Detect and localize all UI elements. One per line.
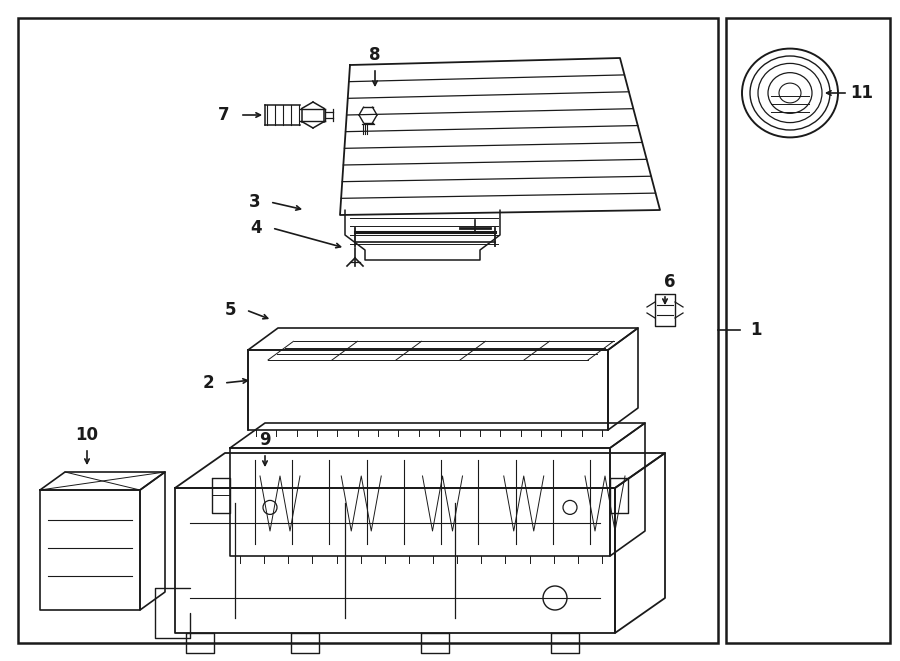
Text: 6: 6 <box>664 273 676 291</box>
Bar <box>18 18 718 643</box>
Text: 11: 11 <box>850 84 874 102</box>
Text: 9: 9 <box>259 431 271 449</box>
Text: 1: 1 <box>751 321 761 339</box>
Text: 8: 8 <box>369 46 381 64</box>
Text: 7: 7 <box>218 106 230 124</box>
Text: 10: 10 <box>76 426 98 444</box>
Text: 2: 2 <box>202 374 214 392</box>
Bar <box>726 18 890 643</box>
Text: 5: 5 <box>224 301 236 319</box>
Text: 4: 4 <box>250 219 262 237</box>
Text: 3: 3 <box>249 193 261 211</box>
